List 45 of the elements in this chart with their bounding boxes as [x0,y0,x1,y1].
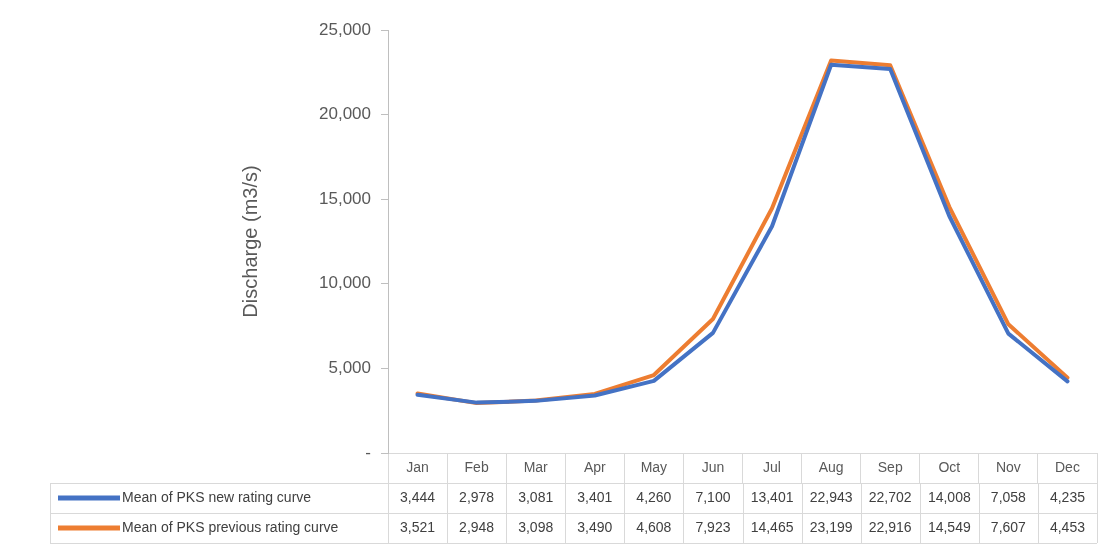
x-tick-label: Dec [1055,459,1080,476]
data-label: 3,098 [518,518,554,535]
data-label: 7,058 [990,488,1027,505]
data-label: 2,948 [459,518,495,535]
data-label: 22,943 [809,488,853,505]
data-label: 7,923 [695,518,731,535]
data-label: 14,549 [927,518,971,535]
legend-label: Mean of PKS new rating curve [122,488,312,505]
x-tick-label: Jul [763,459,781,476]
y-tick-label: 5,000 [328,358,371,378]
y-tick-label: 25,000 [319,19,371,39]
data-label: 22,916 [868,518,912,535]
y-tick-label: - [365,442,371,462]
data-label: 4,235 [1049,488,1086,505]
data-label: 3,401 [577,488,613,505]
x-tick-label: Feb [464,459,489,476]
x-tick-label: Jun [701,459,725,476]
data-label: 22,702 [868,488,912,505]
x-tick-label: Sep [877,459,903,476]
data-label: 23,199 [809,518,853,535]
data-label: 4,608 [636,518,672,535]
data-label: 14,008 [927,488,971,505]
data-label: 13,401 [750,488,794,505]
x-tick-label: May [640,459,668,476]
data-label: 7,607 [990,518,1027,535]
x-tick-label: Oct [938,459,961,476]
x-tick-label: Nov [995,459,1021,476]
data-label: 7,100 [695,488,731,505]
data-label: 3,521 [400,518,436,535]
y-axis-title: Discharge (m3/s) [238,165,261,318]
x-tick-label: Mar [523,459,549,476]
data-label: 2,978 [459,488,495,505]
x-tick-label: Apr [583,459,607,476]
data-label: 4,453 [1049,518,1086,535]
data-label: 3,490 [577,518,613,535]
data-label: 3,081 [518,488,554,505]
legend-label: Mean of PKS previous rating curve [122,518,339,535]
y-tick-label: 10,000 [319,273,371,293]
x-tick-label: Aug [818,459,844,476]
data-label: 3,444 [400,488,436,505]
y-tick-label: 15,000 [319,188,371,208]
data-label: 4,260 [636,488,672,505]
y-tick-label: 20,000 [319,104,371,124]
x-tick-label: Jan [406,459,429,476]
data-label: 14,465 [750,518,794,535]
